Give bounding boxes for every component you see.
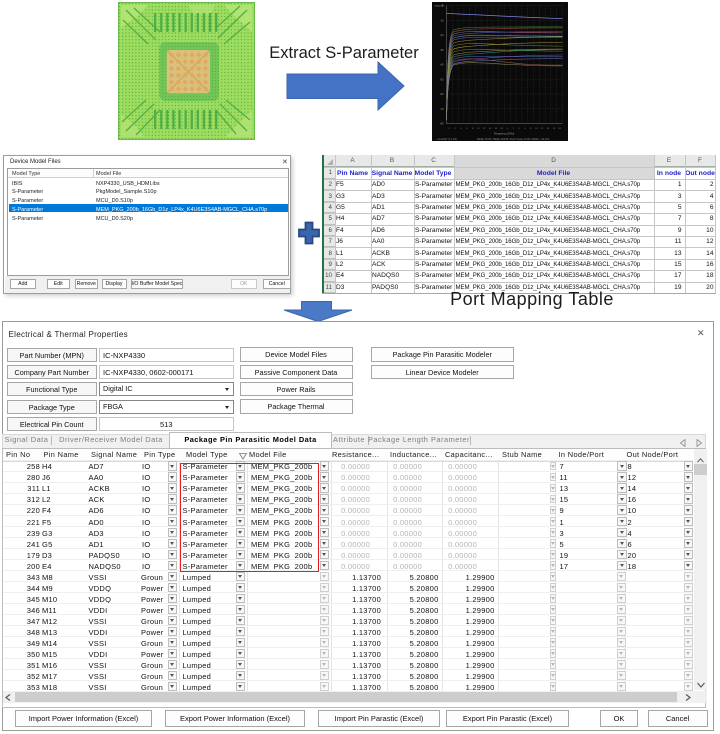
svg-text:2: 2 — [455, 128, 457, 130]
svg-text:2: 2 — [513, 128, 515, 130]
svg-text:14: 14 — [489, 128, 492, 130]
svg-text:6: 6 — [466, 128, 468, 130]
svg-text:Frequency [GHz]: Frequency [GHz] — [494, 132, 515, 136]
svg-text:-60: -60 — [440, 92, 444, 96]
svg-text:16: 16 — [553, 128, 556, 130]
svg-text:0: 0 — [442, 4, 444, 8]
svg-text:-20: -20 — [440, 33, 444, 37]
svg-text:4: 4 — [518, 128, 520, 130]
svg-text:8: 8 — [472, 128, 474, 130]
svg-text:0: 0 — [507, 128, 509, 130]
svg-text:-50: -50 — [440, 77, 444, 81]
svg-text:10: 10 — [535, 128, 538, 130]
svg-text:12: 12 — [483, 128, 486, 130]
svg-text:-10: -10 — [440, 18, 444, 22]
svg-text:mag dB: mag dB — [435, 4, 444, 8]
svg-text:10: 10 — [477, 128, 480, 130]
svg-text:—CHA047 (T1,R1): —CHA047 (T1,R1) — [435, 137, 457, 141]
svg-text:18: 18 — [558, 128, 561, 130]
svg-text:18: 18 — [500, 128, 503, 130]
svg-text:6: 6 — [524, 128, 526, 130]
svg-text:8: 8 — [530, 128, 532, 130]
svg-text:12: 12 — [541, 128, 544, 130]
svg-text:-40: -40 — [440, 63, 444, 67]
svg-text:14: 14 — [547, 128, 550, 130]
svg-text:-30: -30 — [440, 48, 444, 52]
svg-text:-70: -70 — [440, 107, 444, 111]
svg-text:-80: -80 — [440, 122, 444, 126]
svg-text:0: 0 — [449, 128, 451, 130]
svg-text:4: 4 — [460, 128, 462, 130]
svg-text:MEM+T0,R0; MEM+S2008; Peak Pea: MEM+T0,R0; MEM+S2008; Peak Peak+T0,R0; M… — [477, 137, 550, 141]
svg-text:16: 16 — [495, 128, 498, 130]
